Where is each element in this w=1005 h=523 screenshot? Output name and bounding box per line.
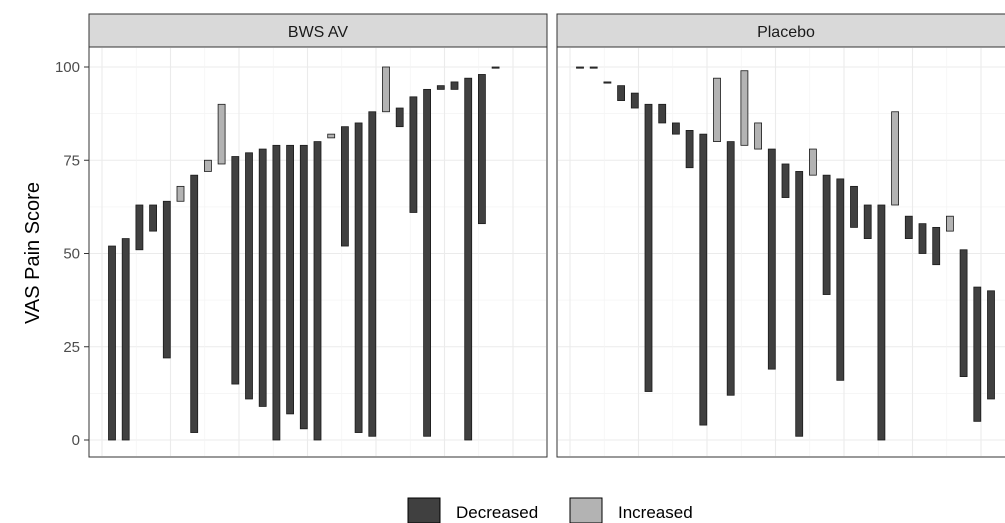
bar-decreased xyxy=(108,245,116,441)
bar-decreased xyxy=(973,286,982,422)
bar-decreased xyxy=(589,66,598,69)
bar-decreased xyxy=(409,96,418,213)
bar-decreased xyxy=(395,107,404,128)
bar-decreased xyxy=(135,204,144,251)
strip-title-placebo: Placebo xyxy=(757,24,815,41)
legend-key-decreased xyxy=(407,497,441,523)
bar-decreased xyxy=(231,156,240,385)
bar-increased xyxy=(713,77,721,143)
bar-increased xyxy=(203,159,212,172)
bar-increased xyxy=(891,111,899,206)
bar-decreased xyxy=(987,290,995,400)
bar-decreased xyxy=(121,238,130,441)
bars-placebo xyxy=(576,66,995,441)
y-tick-label: 100 xyxy=(55,59,80,76)
bar-decreased xyxy=(795,171,804,437)
bar-increased xyxy=(740,70,749,146)
bar-decreased xyxy=(258,148,267,407)
y-tick-label: 50 xyxy=(63,246,80,263)
bar-decreased xyxy=(672,122,680,135)
bar-decreased xyxy=(850,185,858,228)
bar-decreased xyxy=(658,103,667,124)
bar-decreased xyxy=(464,77,473,441)
bar-decreased xyxy=(272,144,281,441)
legend-label-increased: Increased xyxy=(618,503,693,522)
strip-title-bws-av: BWS AV xyxy=(288,24,348,41)
bars-bws-av xyxy=(108,66,500,441)
bar-decreased xyxy=(491,66,500,69)
bar-decreased xyxy=(162,200,171,359)
bar-increased xyxy=(382,66,390,113)
bar-decreased xyxy=(685,130,694,169)
legend-label-decreased: Decreased xyxy=(456,503,538,522)
bar-decreased xyxy=(149,204,158,232)
bar-decreased xyxy=(904,215,913,239)
bar-decreased xyxy=(699,133,708,426)
bar-decreased xyxy=(340,126,349,247)
bar-decreased xyxy=(630,92,639,109)
bar-decreased xyxy=(299,144,308,430)
bar-increased xyxy=(327,133,336,139)
bar-decreased xyxy=(932,226,941,266)
strip-bws-av xyxy=(88,13,548,48)
bar-decreased xyxy=(450,81,459,90)
bar-decreased xyxy=(617,85,625,101)
bar-decreased xyxy=(423,88,432,437)
y-axis-title: VAS Pain Score xyxy=(22,182,44,324)
bar-decreased xyxy=(436,85,445,90)
bar-decreased xyxy=(822,174,831,295)
bar-decreased xyxy=(726,141,735,396)
bar-decreased xyxy=(368,111,377,437)
panel-placebo: Placebo xyxy=(556,13,1005,458)
bar-decreased xyxy=(836,178,845,381)
bar-decreased xyxy=(918,223,927,254)
bar-decreased xyxy=(863,204,872,239)
bar-decreased xyxy=(877,204,886,441)
strip-placebo xyxy=(556,13,1005,48)
y-axis: 0 25 50 75 100 xyxy=(55,59,89,449)
bar-increased xyxy=(176,185,185,202)
bar-increased xyxy=(809,148,817,176)
bar-decreased xyxy=(959,249,968,377)
bar-decreased xyxy=(286,144,295,415)
panel-bws-av: BWS AV xyxy=(88,13,548,458)
bar-decreased xyxy=(245,152,253,400)
bar-decreased xyxy=(190,174,199,433)
bar-decreased xyxy=(767,148,776,370)
plot-area-placebo xyxy=(556,46,1005,458)
bar-increased xyxy=(754,122,762,150)
legend-key-increased xyxy=(569,497,603,523)
bar-decreased xyxy=(477,74,486,225)
bar-decreased xyxy=(354,122,363,433)
y-tick-label: 75 xyxy=(63,152,80,169)
bar-decreased xyxy=(644,103,653,392)
bar-increased xyxy=(217,103,226,165)
bar-increased xyxy=(946,215,954,232)
y-tick-label: 0 xyxy=(72,432,80,449)
bar-decreased xyxy=(603,81,612,84)
y-tick-label: 25 xyxy=(63,339,80,356)
bar-decreased xyxy=(781,163,790,198)
bar-decreased xyxy=(313,141,322,441)
legend: Decreased Increased xyxy=(407,497,693,523)
bar-decreased xyxy=(576,66,584,69)
